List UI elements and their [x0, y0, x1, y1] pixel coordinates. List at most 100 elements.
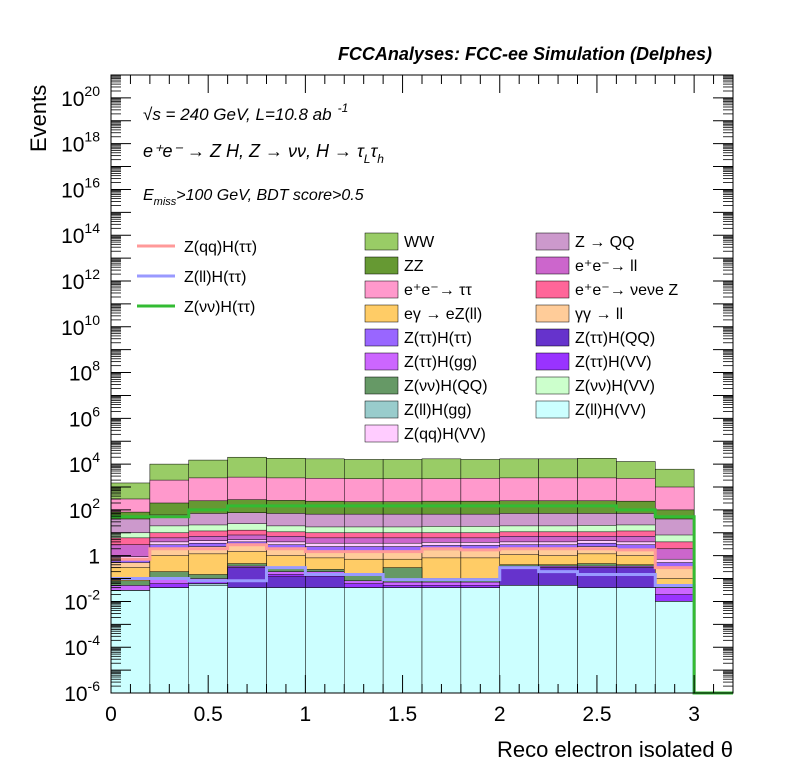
histogram-bar [149, 587, 189, 694]
legend-label: Z(νν)H(ττ) [184, 299, 255, 316]
y-tick-label: 10-4 [64, 632, 100, 660]
legend-entry: Z(νν)H(QQ) [364, 376, 488, 395]
legend-label: Z(ll)H(VV) [575, 402, 646, 419]
histogram-bar [305, 587, 345, 694]
legend-swatch [364, 256, 399, 275]
signal-series-line [111, 504, 733, 695]
legend-label: e⁺e⁻→ ll [575, 258, 637, 275]
histogram-bar [655, 601, 695, 694]
legend-label: Z(ll)H(gg) [404, 402, 472, 419]
legend-entry: WW [364, 232, 435, 251]
legend-label: Z → QQ [575, 234, 635, 251]
histogram-bar [266, 587, 306, 694]
legend-label: γγ → ll [575, 306, 623, 323]
y-tick-label: 102 [69, 495, 100, 523]
legend-entry: Z(ττ)H(VV) [535, 352, 652, 371]
legend-swatch [535, 352, 570, 371]
x-tick-label: 1 [300, 703, 312, 726]
legend-entry: Z(ττ)H(QQ) [535, 328, 655, 347]
legend-label: WW [404, 234, 435, 251]
legend-label: Z(ττ)H(gg) [404, 354, 477, 371]
histogram-bar [616, 587, 656, 694]
x-tick-label: 2.5 [582, 703, 611, 726]
legend-swatch [364, 424, 399, 443]
histogram-bar [110, 590, 151, 694]
legend-label: Z(ll)H(ττ) [184, 269, 246, 286]
legend-entry: ZZ [364, 256, 424, 275]
legend-entry: Z(ll)H(VV) [535, 400, 646, 419]
legend-entry: e⁺e⁻→ ll [535, 256, 637, 275]
y-tick-label: 1020 [61, 83, 100, 111]
legend-label: e⁺e⁻→ νeνe Z [575, 282, 678, 299]
y-tick-label: 10-6 [64, 678, 100, 706]
histogram-bar [460, 587, 500, 694]
legend-entry: e⁺e⁻→ ττ [364, 280, 472, 299]
legend-swatch [364, 328, 399, 347]
annotation-energy: √s = 240 GeV, L=10.8 ab -1 [143, 101, 348, 124]
legend-swatch [535, 328, 570, 347]
x-tick-label: 0.5 [194, 703, 223, 726]
signal-series-line [111, 566, 733, 695]
legend-entry: Z(qq)H(VV) [364, 424, 486, 443]
legend-swatch [535, 376, 570, 395]
legend-entry: Z → QQ [535, 232, 635, 251]
legend-entry: Z(ττ)H(gg) [364, 352, 477, 371]
y-tick-label: 1 [88, 546, 100, 569]
histogram-bar [538, 585, 578, 694]
legend-label: Z(νν)H(VV) [575, 378, 655, 395]
y-tick-label: 10-2 [64, 586, 100, 614]
legend-swatch [364, 376, 399, 395]
x-tick-label: 0 [105, 703, 117, 726]
legend-label: eγ → eZ(ll) [404, 306, 482, 323]
legend-entry: Z(νν)H(VV) [535, 376, 655, 395]
legend-entry: γγ → ll [535, 304, 623, 323]
legend-swatch [364, 352, 399, 371]
x-tick-label: 2 [494, 703, 506, 726]
legend-label: e⁺e⁻→ ττ [404, 282, 472, 299]
x-axis-label: Reco electron isolated θ [497, 737, 733, 762]
x-tick-label: 3 [688, 703, 700, 726]
legend-entry: e⁺e⁻→ νeνe Z [535, 280, 678, 299]
legend-swatch [364, 280, 399, 299]
legend-entry: Z(νν)H(ττ) [137, 299, 255, 316]
legend-label: Z(νν)H(QQ) [404, 378, 488, 395]
legend-entry: Z(ττ)H(ττ) [364, 328, 472, 347]
y-tick-label: 104 [69, 449, 100, 477]
legend-entry: eγ → eZ(ll) [364, 304, 482, 323]
legend-label: Z(qq)H(ττ) [184, 239, 257, 256]
axes: 0 0.5 1 1.5 2 2.5 3 10-6 10-4 10-2 1 102 104 106 108 10… [61, 74, 734, 726]
histogram-bar [227, 587, 267, 694]
signal-lines [111, 504, 733, 695]
signal-series-line [111, 543, 733, 695]
legend-label: Z(ττ)H(VV) [575, 354, 652, 371]
y-tick-label: 1012 [61, 266, 100, 294]
legend-swatch [535, 232, 570, 251]
y-tick-label: 1010 [61, 312, 100, 340]
histogram-bar [344, 587, 384, 694]
legend-swatch [535, 256, 570, 275]
stack-layer [110, 585, 695, 694]
annotation-cut: Emiss>100 GeV, BDT score>0.5 [143, 187, 364, 208]
y-axis-label: Events [26, 85, 51, 152]
chart-title: FCCAnalyses: FCC-ee Simulation (Delphes) [338, 44, 712, 64]
y-tick-label: 1018 [61, 129, 100, 157]
y-tick-label: 106 [69, 403, 100, 431]
legend-swatch [535, 304, 570, 323]
legend-label: Z(ττ)H(ττ) [404, 330, 472, 347]
legend-entry: Z(ll)H(ττ) [137, 269, 246, 286]
x-tick-label: 1.5 [388, 703, 417, 726]
legend-entry: Z(qq)H(ττ) [137, 239, 257, 256]
histogram-bar [499, 585, 539, 694]
legend-entry: Z(ll)H(gg) [364, 400, 472, 419]
y-tick-label: 1014 [61, 220, 100, 248]
legend-swatch [364, 304, 399, 323]
legend-label: Z(qq)H(VV) [404, 426, 486, 443]
y-tick-label: 108 [69, 358, 100, 386]
histogram-bar [421, 587, 462, 694]
legend-swatch [364, 400, 399, 419]
stacked-histogram [110, 456, 695, 694]
legend-swatch [535, 280, 570, 299]
legend-swatch [535, 400, 570, 419]
legend: Z(qq)H(ττ) Z(ll)H(ττ) Z(νν)H(ττ) WW ZZ e⁺e⁻→ … [137, 232, 678, 443]
